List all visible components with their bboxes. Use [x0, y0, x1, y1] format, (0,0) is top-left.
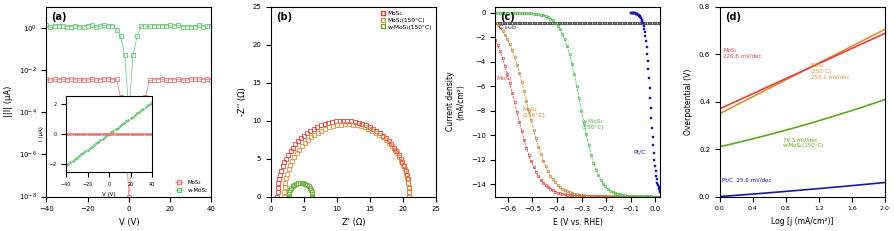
Text: (b): (b): [276, 12, 292, 22]
Legend: MoS₂, MoS₂(150°C), w-MoS₂(150°C): MoS₂, MoS₂(150°C), w-MoS₂(150°C): [378, 9, 433, 31]
Y-axis label: Overpotential (V): Overpotential (V): [684, 68, 694, 135]
Text: C-sub: C-sub: [499, 25, 517, 30]
Text: 79.3 mV/dec
w-MoS₂(150°C): 79.3 mV/dec w-MoS₂(150°C): [782, 137, 824, 148]
Text: (a): (a): [51, 12, 67, 22]
Text: MoS₂
(150°C): MoS₂ (150°C): [522, 107, 545, 118]
Text: (c): (c): [501, 12, 515, 22]
X-axis label: V (V): V (V): [119, 218, 139, 227]
Text: MoS₂: MoS₂: [496, 76, 512, 81]
Y-axis label: ||I| (μA): ||I| (μA): [4, 86, 13, 117]
Text: w-MoS₂
(150°C): w-MoS₂ (150°C): [582, 119, 604, 130]
Text: MoS₂
226.8 mV/dec: MoS₂ 226.8 mV/dec: [723, 48, 762, 59]
Text: MoS₂
(150°C)
253.1 mV/dec: MoS₂ (150°C) 253.1 mV/dec: [811, 63, 849, 80]
X-axis label: E (V vs. RHE): E (V vs. RHE): [553, 218, 603, 227]
Text: Pt/C: Pt/C: [633, 150, 646, 155]
X-axis label: Z' (Ω): Z' (Ω): [342, 218, 365, 227]
Text: Pt/C  25.6 mV/dec: Pt/C 25.6 mV/dec: [721, 177, 771, 182]
Y-axis label: -Z'' (Ω): -Z'' (Ω): [238, 87, 247, 116]
Legend: MoS₂, w-MoS₂: MoS₂, w-MoS₂: [173, 179, 208, 194]
X-axis label: Log [j (mA/cm²)]: Log [j (mA/cm²)]: [772, 217, 833, 226]
Text: (d): (d): [725, 12, 741, 22]
Y-axis label: Current density
(mA/cm²): Current density (mA/cm²): [446, 72, 465, 131]
